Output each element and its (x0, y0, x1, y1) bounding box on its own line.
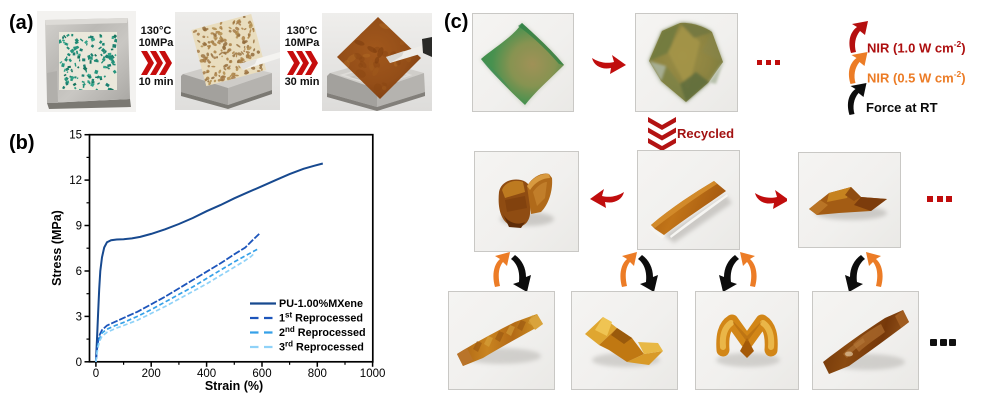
svg-text:0: 0 (76, 357, 82, 369)
svg-text:1st Reprocessed: 1st Reprocessed (279, 311, 363, 325)
svg-text:12: 12 (69, 175, 82, 187)
svg-text:15: 15 (69, 130, 82, 142)
svg-text:Strain (%): Strain (%) (205, 379, 263, 393)
svg-text:0: 0 (93, 368, 99, 380)
svg-text:2nd Reprocessed: 2nd Reprocessed (279, 325, 366, 339)
svg-text:3: 3 (76, 311, 82, 323)
svg-text:9: 9 (76, 221, 82, 233)
svg-text:3rd Reprocessed: 3rd Reprocessed (279, 340, 364, 354)
svg-text:800: 800 (308, 368, 327, 380)
svg-text:Stress (MPa): Stress (MPa) (50, 210, 64, 286)
svg-text:600: 600 (252, 368, 271, 380)
svg-text:200: 200 (142, 368, 161, 380)
svg-text:6: 6 (76, 266, 82, 278)
svg-text:400: 400 (197, 368, 216, 380)
svg-text:PU-1.00%MXene: PU-1.00%MXene (279, 298, 363, 310)
svg-text:1000: 1000 (360, 368, 386, 380)
